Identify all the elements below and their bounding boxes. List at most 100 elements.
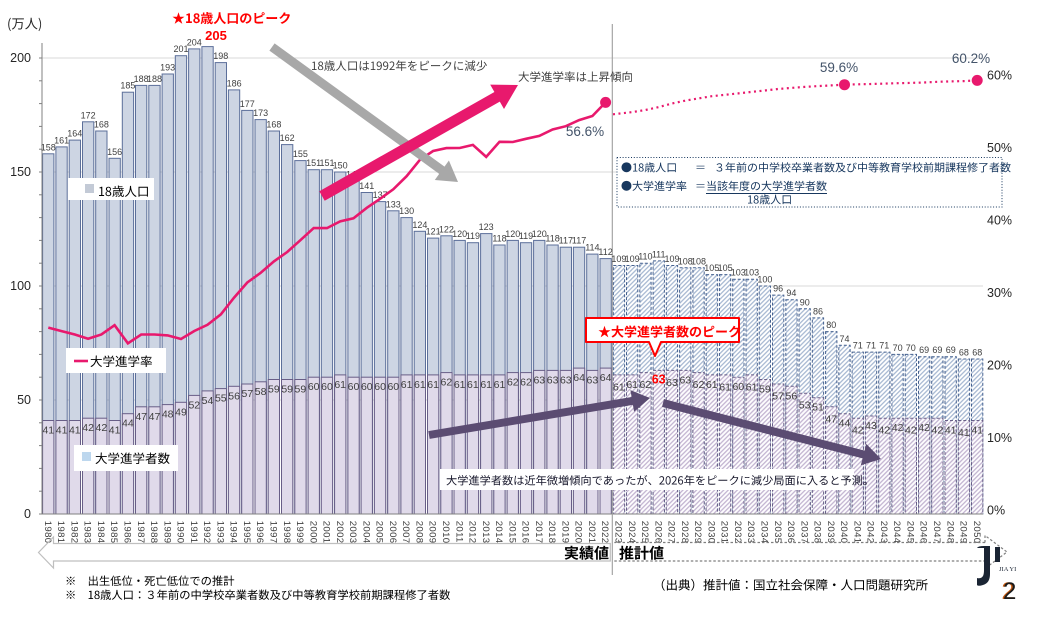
svg-text:96: 96: [773, 284, 783, 294]
svg-text:162: 162: [280, 133, 295, 143]
svg-text:70: 70: [893, 343, 903, 353]
svg-text:122: 122: [439, 224, 454, 234]
svg-text:133: 133: [386, 199, 401, 209]
svg-text:110: 110: [638, 252, 652, 262]
svg-text:2035: 2035: [772, 521, 783, 544]
svg-text:61: 61: [467, 379, 479, 391]
svg-text:69: 69: [919, 345, 929, 355]
svg-text:80: 80: [826, 320, 836, 330]
svg-text:55: 55: [215, 393, 227, 405]
svg-text:48: 48: [162, 409, 174, 421]
svg-text:42: 42: [932, 425, 944, 437]
svg-text:63: 63: [547, 374, 559, 386]
svg-text:1999: 1999: [294, 521, 305, 544]
svg-text:70: 70: [906, 343, 916, 353]
svg-text:1995: 1995: [241, 521, 252, 544]
svg-text:71: 71: [853, 341, 863, 351]
svg-text:63: 63: [587, 374, 599, 386]
svg-text:151: 151: [306, 158, 321, 168]
svg-text:40%: 40%: [987, 214, 1012, 228]
svg-text:60: 60: [321, 381, 333, 393]
svg-text:2050: 2050: [971, 521, 982, 544]
svg-text:58: 58: [255, 386, 267, 398]
svg-text:141: 141: [359, 181, 374, 191]
svg-text:2042: 2042: [865, 521, 876, 544]
svg-text:63: 63: [666, 377, 678, 389]
svg-text:2003: 2003: [347, 521, 358, 544]
svg-text:1982: 1982: [68, 521, 79, 544]
svg-text:63: 63: [679, 374, 691, 386]
svg-text:69: 69: [946, 345, 956, 355]
svg-text:56.6%: 56.6%: [566, 124, 604, 139]
svg-text:2049: 2049: [958, 521, 969, 544]
svg-text:62: 62: [441, 377, 453, 389]
svg-text:60: 60: [374, 381, 386, 393]
svg-text:2048: 2048: [944, 521, 955, 544]
svg-text:61: 61: [414, 379, 426, 391]
svg-text:61: 61: [626, 379, 638, 391]
svg-text:1980: 1980: [42, 521, 53, 544]
svg-text:62: 62: [640, 379, 652, 391]
svg-text:2029: 2029: [692, 521, 703, 544]
svg-text:118: 118: [545, 234, 559, 244]
svg-text:2040: 2040: [838, 521, 849, 544]
svg-text:1992: 1992: [201, 521, 212, 544]
svg-text:2014: 2014: [493, 521, 504, 544]
svg-text:41: 41: [69, 425, 81, 437]
svg-text:60: 60: [348, 381, 360, 393]
svg-text:2044: 2044: [891, 521, 902, 544]
svg-text:64: 64: [573, 372, 585, 384]
svg-text:2019: 2019: [559, 521, 570, 544]
svg-text:2033: 2033: [745, 521, 756, 544]
svg-text:59: 59: [759, 384, 771, 396]
svg-text:2023: 2023: [613, 521, 624, 544]
svg-text:1991: 1991: [188, 521, 199, 544]
svg-text:1990: 1990: [175, 521, 186, 544]
svg-text:63: 63: [560, 374, 572, 386]
svg-text:30%: 30%: [987, 286, 1012, 300]
svg-text:74: 74: [839, 334, 849, 344]
svg-text:61: 61: [334, 379, 346, 391]
svg-text:1981: 1981: [55, 521, 66, 544]
svg-text:124: 124: [412, 220, 427, 230]
svg-text:100: 100: [10, 279, 31, 293]
svg-text:57: 57: [241, 388, 253, 400]
svg-text:2032: 2032: [732, 521, 743, 544]
svg-text:41: 41: [56, 425, 68, 437]
svg-text:52: 52: [188, 399, 200, 411]
svg-text:2012: 2012: [467, 521, 478, 544]
svg-text:0%: 0%: [987, 504, 1005, 518]
svg-text:2020: 2020: [573, 521, 584, 544]
svg-text:109: 109: [611, 254, 626, 264]
svg-text:61: 61: [719, 381, 731, 393]
svg-text:1988: 1988: [148, 521, 159, 544]
svg-text:173: 173: [253, 108, 268, 118]
svg-text:51: 51: [812, 402, 824, 414]
svg-text:0: 0: [24, 507, 31, 521]
svg-text:2038: 2038: [812, 521, 823, 544]
svg-text:68: 68: [959, 348, 969, 358]
svg-text:61: 61: [613, 381, 625, 393]
svg-text:1983: 1983: [82, 521, 93, 544]
svg-text:2011: 2011: [453, 521, 464, 543]
svg-text:2001: 2001: [321, 521, 332, 544]
svg-text:61: 61: [454, 379, 466, 391]
svg-text:117: 117: [572, 236, 586, 246]
svg-text:120: 120: [532, 229, 547, 239]
svg-text:121: 121: [426, 227, 441, 237]
svg-text:150: 150: [333, 161, 348, 171]
svg-text:2009: 2009: [427, 521, 438, 544]
svg-text:60%: 60%: [987, 69, 1012, 83]
svg-text:42: 42: [82, 422, 94, 434]
svg-text:59: 59: [281, 384, 293, 396]
svg-text:2024: 2024: [626, 521, 637, 544]
svg-text:61: 61: [494, 379, 506, 391]
svg-text:150: 150: [10, 165, 31, 179]
svg-text:42: 42: [852, 425, 864, 437]
svg-text:47: 47: [135, 411, 147, 423]
svg-text:42: 42: [905, 425, 917, 437]
svg-text:42: 42: [918, 422, 930, 434]
svg-text:61: 61: [427, 379, 439, 391]
svg-text:2028: 2028: [679, 521, 690, 544]
svg-text:50: 50: [17, 393, 31, 407]
